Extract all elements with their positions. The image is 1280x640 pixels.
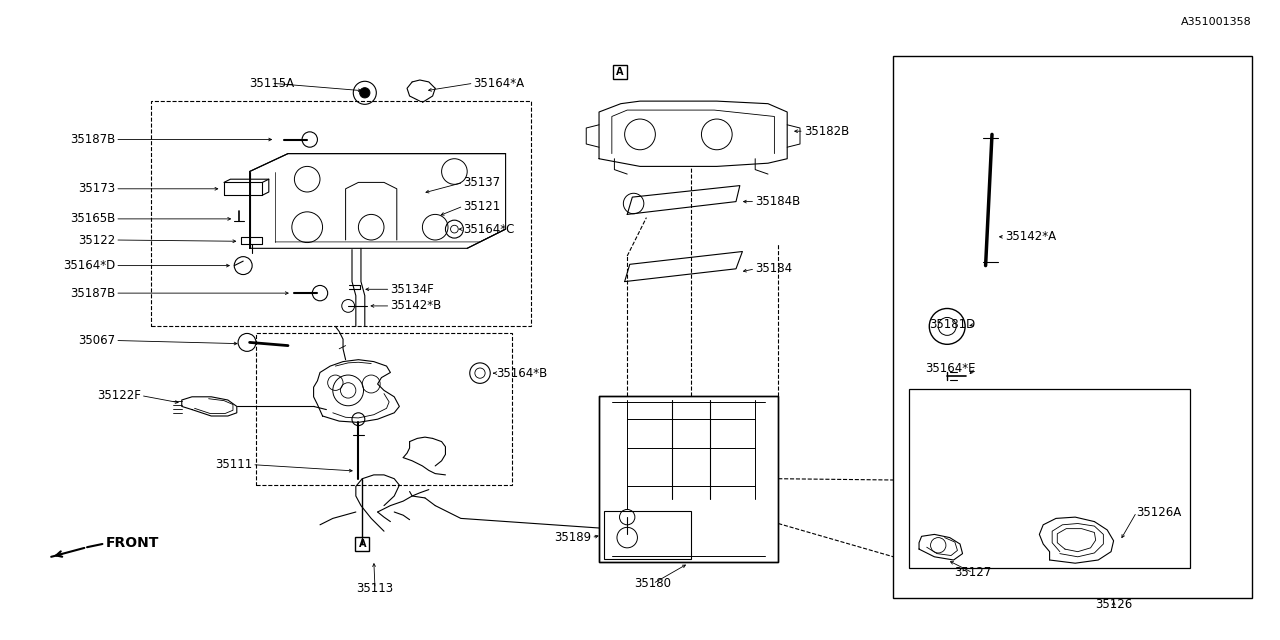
Text: 35122F: 35122F: [97, 389, 141, 402]
Text: 35121: 35121: [463, 200, 500, 212]
Text: 35122: 35122: [78, 234, 115, 246]
Text: 35126A: 35126A: [1137, 506, 1181, 518]
Text: 35165B: 35165B: [70, 212, 115, 225]
Text: 35142*B: 35142*B: [390, 300, 442, 312]
Text: 35111: 35111: [215, 458, 252, 471]
Text: 35134F: 35134F: [390, 283, 434, 296]
Text: 35113: 35113: [356, 582, 394, 595]
Bar: [256, 333, 512, 485]
Bar: [604, 511, 691, 559]
Text: 35184B: 35184B: [755, 195, 800, 208]
Text: 35189: 35189: [554, 531, 591, 544]
Text: 35164*C: 35164*C: [463, 223, 515, 236]
Text: 35184: 35184: [755, 262, 792, 275]
Text: 35164*D: 35164*D: [63, 259, 115, 272]
Text: 35173: 35173: [78, 182, 115, 195]
Text: A: A: [616, 67, 623, 77]
Text: 35126: 35126: [1094, 598, 1133, 611]
Text: 35142*A: 35142*A: [1005, 230, 1056, 243]
Text: 35180: 35180: [635, 577, 671, 590]
Bar: [613, 65, 626, 79]
Bar: [599, 396, 778, 562]
Text: 35137: 35137: [463, 176, 500, 189]
Text: 35164*A: 35164*A: [474, 77, 525, 90]
Text: 35067: 35067: [78, 334, 115, 347]
Bar: [151, 101, 531, 326]
Text: A: A: [358, 539, 366, 549]
Text: 35187B: 35187B: [70, 287, 115, 300]
Text: FRONT: FRONT: [106, 536, 160, 550]
Bar: [893, 56, 1252, 598]
Text: 35182B: 35182B: [804, 125, 849, 138]
Text: 35181D: 35181D: [929, 318, 975, 331]
Bar: [356, 537, 369, 551]
Text: 35164*E: 35164*E: [925, 362, 975, 374]
Bar: [909, 389, 1190, 568]
Text: A351001358: A351001358: [1181, 17, 1252, 28]
Text: 35115A: 35115A: [248, 77, 294, 90]
Circle shape: [360, 88, 370, 98]
Text: 35127: 35127: [954, 566, 992, 579]
Text: 35187B: 35187B: [70, 133, 115, 146]
Text: 35164*B: 35164*B: [497, 367, 548, 380]
